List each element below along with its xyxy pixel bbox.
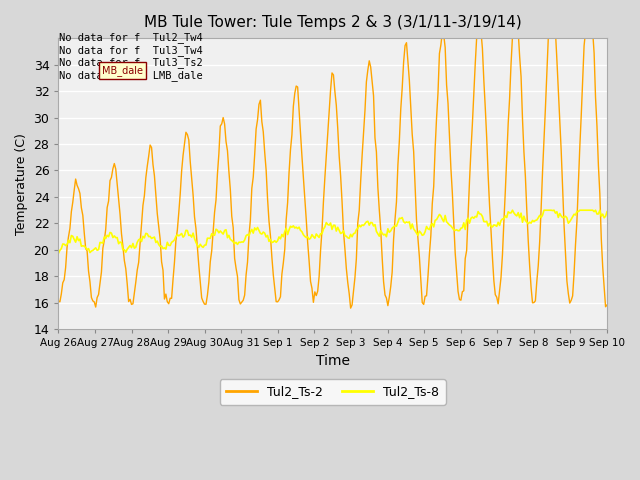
Tul2_Ts-2: [73, 182, 81, 188]
Text: No data for f  Tul2_Tw4
No data for f  Tul3_Tw4
No data for f  Tul3_Ts2
No data : No data for f Tul2_Tw4 No data for f Tul…: [59, 32, 203, 81]
X-axis label: Time: Time: [316, 354, 349, 368]
Text: MB_dale: MB_dale: [102, 65, 143, 76]
Tul2_Ts-8: [509, 207, 516, 213]
Title: MB Tule Tower: Tule Temps 2 & 3 (3/1/11-3/19/14): MB Tule Tower: Tule Temps 2 & 3 (3/1/11-…: [144, 15, 522, 30]
Tul2_Ts-2: [530, 300, 538, 305]
Tul2_Ts-2: [90, 299, 98, 305]
Tul2_Ts-2: [447, 165, 455, 171]
Y-axis label: Temperature (C): Temperature (C): [15, 133, 28, 235]
Line: Tul2_Ts-2: Tul2_Ts-2: [58, 32, 607, 308]
Tul2_Ts-8: [90, 246, 98, 252]
Tul2_Ts-8: [529, 217, 536, 223]
Line: Tul2_Ts-8: Tul2_Ts-8: [58, 210, 607, 253]
Legend: Tul2_Ts-2, Tul2_Ts-8: Tul2_Ts-2, Tul2_Ts-8: [220, 379, 445, 405]
Tul2_Ts-8: [603, 209, 611, 215]
Tul2_Ts-2: [337, 173, 344, 179]
Tul2_Ts-8: [337, 230, 344, 236]
Tul2_Ts-8: [73, 234, 81, 240]
Tul2_Ts-2: [474, 29, 482, 35]
Tul2_Ts-8: [445, 222, 453, 228]
Tul2_Ts-2: [602, 304, 609, 310]
Tul2_Ts-8: [54, 250, 62, 256]
Tul2_Ts-2: [603, 302, 611, 308]
Tul2_Ts-8: [600, 215, 608, 221]
Tul2_Ts-2: [347, 305, 355, 311]
Tul2_Ts-2: [54, 298, 62, 304]
